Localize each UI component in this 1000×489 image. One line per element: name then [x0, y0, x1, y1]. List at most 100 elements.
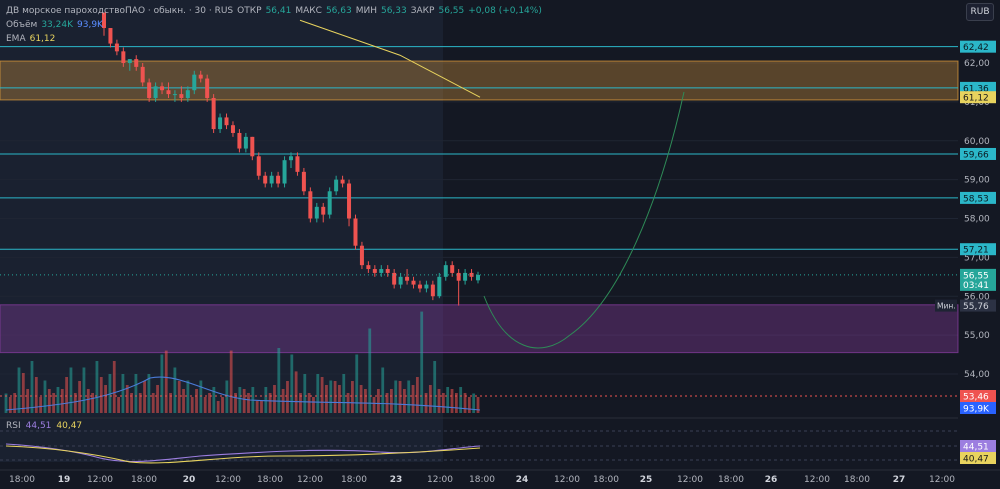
candle-body	[301, 171, 306, 192]
x-tick-label: 12:00	[215, 475, 241, 485]
y-tick-label: 56,00	[964, 292, 990, 302]
last-price-label: 56,55	[963, 271, 989, 281]
close-value: 56,55	[438, 6, 465, 16]
volume-bar	[476, 397, 480, 413]
currency-button[interactable]: RUB	[966, 3, 994, 21]
change-value: +0,08 (+0,14%)	[468, 6, 542, 16]
volume-label: Объём	[6, 20, 38, 30]
candle-body	[314, 206, 319, 219]
orange-zone[interactable]	[0, 60, 959, 101]
volume-bar	[95, 361, 99, 413]
rsi-value-2: 40,47	[56, 421, 83, 431]
rsi-legend: RSI 44,51 40,47	[6, 421, 82, 431]
candle-body	[218, 117, 223, 130]
candle-body	[327, 191, 332, 215]
volume-bar	[151, 393, 155, 413]
x-tick-label: 12:00	[554, 475, 580, 485]
volume-value-2: 93,9K	[77, 20, 103, 30]
volume-bar	[4, 393, 8, 413]
volume-bar	[450, 389, 454, 413]
candle-body	[211, 97, 216, 130]
volume-bar	[8, 397, 12, 413]
candle-body	[160, 86, 165, 91]
volume-bar	[190, 397, 194, 413]
candle-body	[269, 175, 274, 184]
candle-body	[469, 272, 474, 277]
candle-body	[114, 43, 119, 52]
volume-bar	[407, 380, 411, 413]
volume-level-label: 53,46	[963, 393, 989, 403]
x-tick-label: 18:00	[341, 475, 367, 485]
volume-bar	[381, 367, 385, 413]
x-tick-label: 12:00	[804, 475, 830, 485]
volume-bar	[21, 373, 25, 413]
candle-body	[282, 160, 287, 184]
rsi-label: RSI	[6, 421, 21, 431]
projection-curve[interactable]	[483, 91, 685, 349]
volume-bar	[216, 401, 220, 413]
candle-body	[250, 136, 255, 157]
volume-badge	[960, 402, 996, 414]
y-tick-label: 57,00	[964, 253, 990, 263]
candle-body	[430, 284, 435, 297]
volume-bar	[195, 389, 198, 413]
volume-bar	[138, 393, 142, 413]
volume-bar	[260, 401, 263, 413]
candle-body	[405, 276, 410, 281]
volume-badge-label: 93,9K	[963, 405, 990, 415]
volume-bar	[463, 393, 467, 413]
candle-body	[295, 156, 300, 172]
open-value: 56,41	[265, 6, 292, 16]
high-label: МАКС	[295, 6, 322, 16]
candle-body	[463, 272, 468, 281]
candle-body	[166, 90, 171, 95]
volume-bar	[368, 328, 372, 413]
candle-body	[417, 284, 422, 289]
volume-bar	[467, 397, 471, 413]
volume-bar	[316, 374, 320, 413]
volume-bar	[47, 389, 51, 413]
x-tick-label: 12:00	[297, 475, 323, 485]
volume-bar	[312, 397, 315, 413]
volume-bar	[385, 393, 389, 413]
level-label: 61,36	[963, 84, 989, 94]
volume-bar	[34, 377, 38, 413]
volume-level-badge	[960, 390, 996, 402]
ema-line	[299, 19, 481, 98]
volume-bar	[277, 348, 281, 413]
x-tick-label: 25	[640, 475, 653, 485]
volume-bar	[472, 393, 476, 413]
candle-body	[237, 132, 242, 149]
volume-bar	[377, 389, 380, 413]
volume-bar	[290, 354, 294, 413]
volume-bar	[56, 387, 60, 413]
volume-bar	[69, 367, 73, 413]
x-tick-label: 18:00	[718, 475, 744, 485]
volume-bar	[52, 393, 56, 413]
candle-body	[205, 78, 210, 98]
volume-bar	[364, 389, 367, 413]
volume-bar	[329, 380, 333, 413]
candle-body	[347, 183, 352, 219]
level-badge	[960, 191, 996, 204]
low-label: МИН	[355, 6, 377, 16]
symbol-title[interactable]: ДВ морское пароходствоПАО · обыкн. · 30 …	[6, 6, 234, 16]
x-tick-label: 18:00	[131, 475, 157, 485]
volume-bar	[299, 393, 302, 413]
candle-body	[385, 269, 390, 273]
x-tick-label: 12:00	[87, 475, 113, 485]
volume-bar	[424, 393, 428, 413]
candle-body	[340, 179, 345, 184]
purple-zone[interactable]	[0, 304, 959, 354]
y-tick-label: 60,00	[964, 137, 990, 147]
candle-body	[359, 245, 364, 266]
x-tick-label: 12:00	[929, 475, 955, 485]
volume-bar	[420, 311, 424, 413]
volume-bar	[156, 385, 159, 413]
volume-bar	[125, 385, 129, 413]
level-badge	[960, 147, 996, 160]
x-tick-label: 26	[765, 475, 778, 485]
y-tick-label: 54,00	[964, 370, 990, 380]
candle-body	[476, 274, 480, 281]
